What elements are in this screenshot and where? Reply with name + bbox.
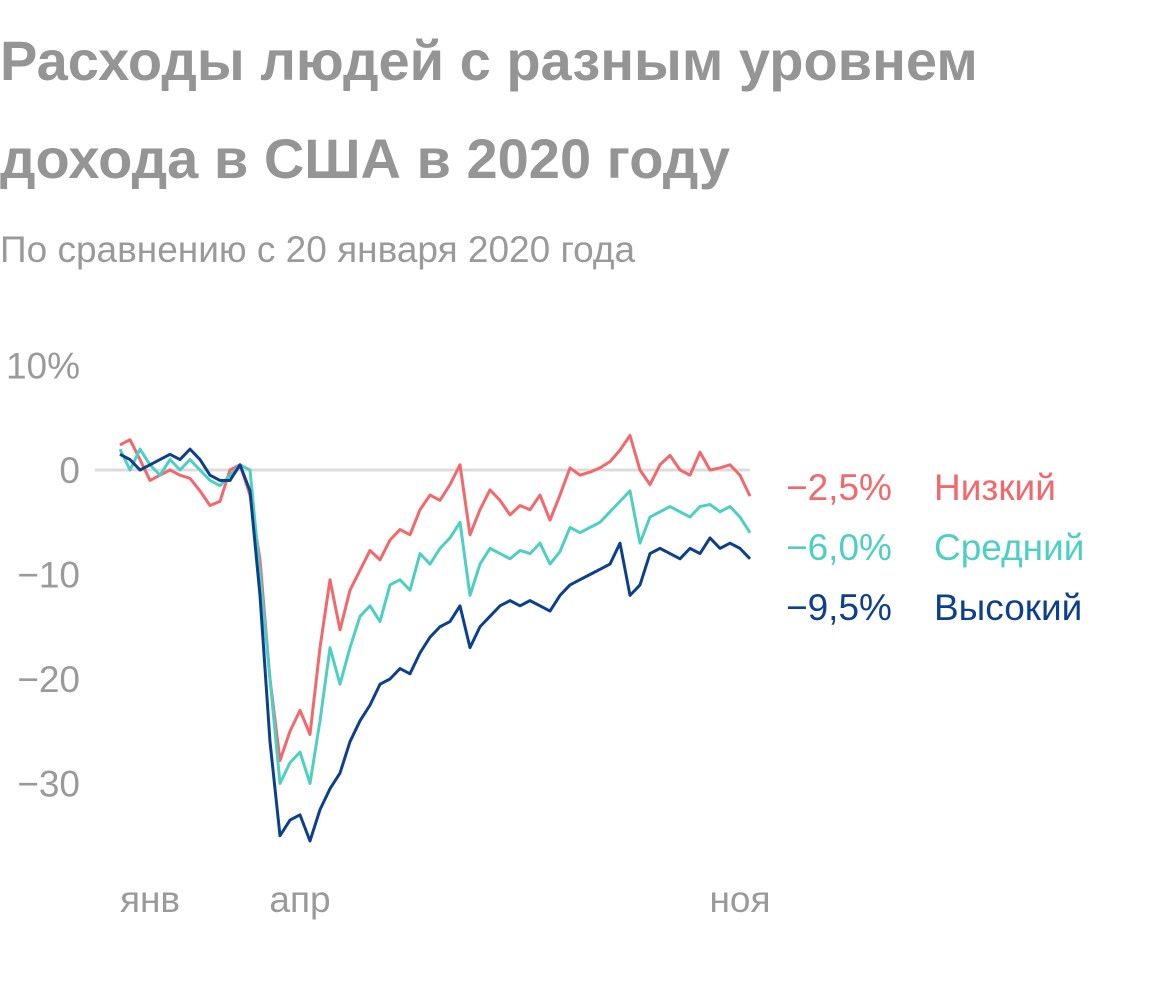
legend-label: Высокий [934,587,1082,628]
y-tick-label: −10 [17,555,80,596]
y-tick-label: −20 [17,659,80,700]
y-tick-label: 0 [59,450,80,491]
y-tick-label: −30 [17,764,80,805]
line [119,434,752,763]
y-tick-label: 10% [6,346,80,387]
chart-subtitle: По сравнению с 20 января 2020 года [0,229,636,270]
line [119,447,752,843]
end-value-label: −9,5% [786,587,892,628]
x-tick-label: янв [120,879,180,920]
chart-title: Расходы людей с разным уровнем [0,29,978,92]
x-tick-label: ноя [709,879,770,920]
end-value-label: −2,5% [786,467,892,508]
legend-label: Средний [934,527,1084,568]
legend-label: Низкий [934,467,1056,508]
end-value-label: −6,0% [786,527,892,568]
chart-title: дохода в США в 2020 году [0,127,730,190]
x-tick-label: апр [269,879,330,920]
